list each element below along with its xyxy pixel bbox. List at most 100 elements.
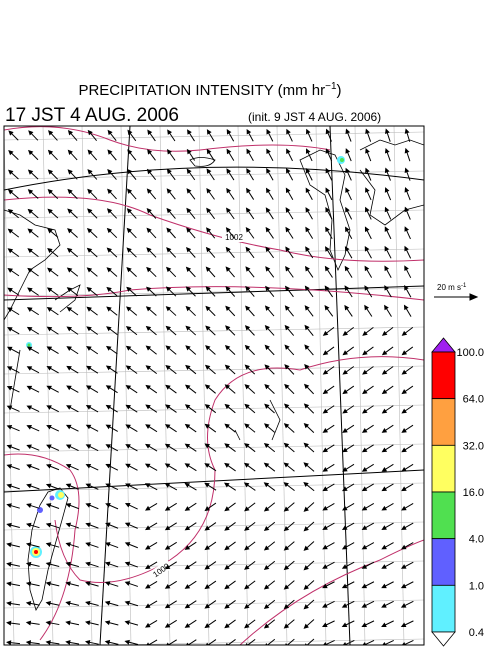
wind-arrow-head	[344, 304, 350, 311]
wind-arrow-head	[204, 564, 210, 570]
wind-arrow-head	[305, 128, 311, 135]
wind-arrow-head	[85, 424, 92, 430]
wind-arrow-head	[285, 226, 291, 233]
wind-arrow-head	[365, 128, 370, 135]
wind-arrow-head	[106, 267, 112, 273]
wind-arrow-head	[341, 564, 348, 569]
wind-arrow-head	[46, 287, 53, 293]
wind-arrow-head	[206, 168, 212, 174]
wind-arrow-head	[325, 206, 330, 213]
wind-arrow-head	[264, 383, 270, 390]
wind-arrow-head	[6, 601, 12, 607]
wind-arrow-head	[146, 227, 152, 233]
title-text: PRECIPITATION INTENSITY (mm hr	[78, 82, 325, 99]
wind-arrow-head	[145, 525, 151, 531]
wind-arrow-head	[204, 384, 211, 390]
wind-arrow-head	[321, 622, 328, 628]
wind-arrow-head	[226, 207, 231, 214]
wind-arrow-head	[225, 266, 231, 272]
wind-arrow-head	[105, 522, 111, 528]
wind-arrow-head	[126, 306, 132, 312]
wind-arrow-head	[303, 545, 309, 551]
wind-arrow-head	[401, 447, 407, 453]
grid-line	[4, 365, 424, 375]
wind-arrow-head	[204, 525, 210, 531]
wind-arrow-head	[401, 505, 407, 511]
wind-arrow-head	[266, 148, 271, 155]
wind-arrow-head	[65, 620, 71, 626]
wind-arrow-head	[107, 129, 113, 136]
grid-line	[4, 131, 424, 141]
wind-arrow-head	[66, 247, 73, 253]
wind-arrow-head	[304, 364, 310, 370]
wind-arrow-head	[147, 129, 153, 135]
wind-arrow-head	[322, 583, 328, 589]
wind-arrow-head	[7, 248, 14, 254]
wind-arrow-head	[164, 622, 171, 628]
wind-arrow-head	[105, 404, 112, 410]
wind-arrow-head	[263, 525, 270, 532]
wind-arrow-head	[7, 189, 14, 195]
wind-arrow-head	[7, 307, 13, 313]
wind-arrow-head	[284, 305, 290, 311]
wind-arrow-head	[127, 129, 133, 136]
wind-arrow-head	[404, 284, 409, 291]
wind-arrow-head	[404, 265, 409, 271]
wind-arrow-head	[184, 404, 191, 410]
wind-arrow-head	[185, 325, 191, 331]
wind-arrow-head	[263, 506, 270, 512]
wind-arrow-head	[45, 464, 52, 469]
wind-arrow-head	[85, 542, 91, 547]
wind-arrow-head	[225, 642, 229, 645]
wind-arrow-head	[243, 462, 250, 468]
wind-arrow-shaft	[207, 639, 217, 645]
wind-arrow-head	[204, 603, 210, 609]
wind-arrow-head	[404, 167, 410, 174]
wind-arrow-head	[145, 365, 151, 371]
wind-arrow-head	[46, 405, 52, 410]
wind-arrow-head	[85, 503, 91, 508]
wind-arrow-head	[164, 544, 171, 550]
wind-arrow-head	[384, 304, 389, 311]
wind-arrow-head	[84, 639, 91, 645]
wind-arrow-head	[246, 128, 252, 135]
wind-arrow-head	[204, 584, 210, 590]
wind-arrow-head	[381, 447, 388, 453]
grid-line	[4, 443, 424, 453]
wind-arrow-head	[185, 345, 191, 351]
wind-arrow-head	[381, 603, 387, 608]
wind-arrow-head	[362, 389, 368, 395]
wind-arrow-head	[6, 385, 13, 391]
colorbar-label: 100.0	[456, 347, 484, 359]
wind-arrow-head	[404, 147, 410, 154]
wind-arrow-head	[384, 226, 390, 232]
precip-spot	[58, 492, 64, 498]
wind-arrow-head	[206, 207, 212, 214]
wind-arrow-head	[303, 403, 310, 409]
wind-arrow-head	[401, 408, 407, 414]
wind-arrow-head	[285, 266, 291, 272]
wind-arrow-head	[322, 564, 328, 569]
wind-arrow-head	[224, 384, 231, 390]
wind-arrow-head	[401, 369, 408, 375]
wind-arrow-head	[145, 564, 151, 570]
wind-arrow-head	[146, 207, 152, 214]
wind-arrow-head	[384, 187, 390, 193]
wind-arrow-head	[303, 526, 309, 532]
wind-arrow-head	[144, 463, 151, 469]
wind-arrow-head	[124, 502, 131, 508]
wind-arrow-head	[66, 365, 72, 371]
wind-arrow-head	[322, 428, 329, 433]
wind-arrow-head	[362, 369, 368, 375]
wind-arrow-head	[283, 506, 290, 512]
wind-arrow-head	[265, 642, 268, 645]
wind-arrow-head	[144, 483, 151, 488]
grid-line	[4, 126, 15, 645]
wind-arrow-head	[205, 246, 211, 253]
wind-arrow-head	[361, 544, 368, 550]
wind-arrow-head	[86, 365, 92, 371]
wind-arrow-head	[401, 350, 408, 356]
wind-arrow-head	[27, 169, 34, 175]
wind-arrow-head	[106, 286, 112, 292]
wind-arrow-head	[124, 620, 130, 626]
